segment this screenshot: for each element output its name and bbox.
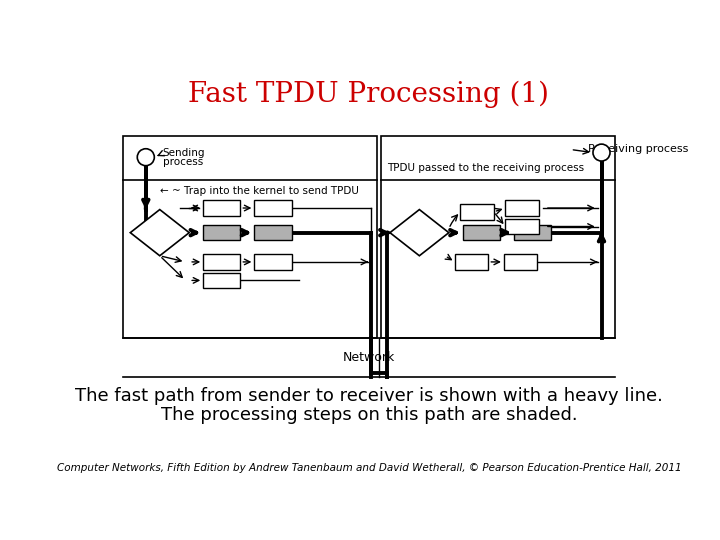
- Bar: [254, 254, 292, 269]
- Text: Test: Test: [408, 228, 431, 238]
- Bar: [504, 254, 537, 269]
- Bar: [505, 219, 539, 234]
- Bar: [122, 136, 377, 338]
- Polygon shape: [390, 210, 449, 256]
- Circle shape: [593, 144, 610, 161]
- Bar: [463, 225, 500, 240]
- Bar: [203, 254, 240, 269]
- Text: ← ~ Trap into the kernel to send TPDU: ← ~ Trap into the kernel to send TPDU: [160, 186, 359, 196]
- Text: The fast path from sender to receiver is shown with a heavy line.: The fast path from sender to receiver is…: [75, 387, 663, 405]
- Bar: [455, 254, 488, 269]
- Text: S: S: [143, 152, 149, 162]
- Bar: [514, 225, 551, 240]
- Bar: [203, 225, 240, 240]
- Text: Network: Network: [343, 351, 395, 364]
- Bar: [203, 200, 240, 215]
- Bar: [461, 204, 494, 220]
- Text: The processing steps on this path are shaded.: The processing steps on this path are sh…: [161, 406, 577, 424]
- Text: Test: Test: [149, 228, 171, 238]
- Text: process: process: [163, 157, 203, 167]
- Bar: [203, 273, 240, 288]
- Text: S: S: [598, 147, 605, 158]
- Bar: [254, 200, 292, 215]
- Bar: [254, 225, 292, 240]
- Text: Receiving process: Receiving process: [588, 145, 688, 154]
- Text: Computer Networks, Fifth Edition by Andrew Tanenbaum and David Wetherall, © Pear: Computer Networks, Fifth Edition by Andr…: [57, 462, 681, 472]
- Polygon shape: [130, 210, 189, 256]
- Text: Fast TPDU Processing (1): Fast TPDU Processing (1): [189, 80, 549, 108]
- Bar: [381, 136, 616, 338]
- Text: Sending: Sending: [163, 147, 205, 158]
- Circle shape: [138, 148, 154, 166]
- Text: TPDU passed to the receiving process: TPDU passed to the receiving process: [387, 163, 584, 173]
- Bar: [505, 200, 539, 215]
